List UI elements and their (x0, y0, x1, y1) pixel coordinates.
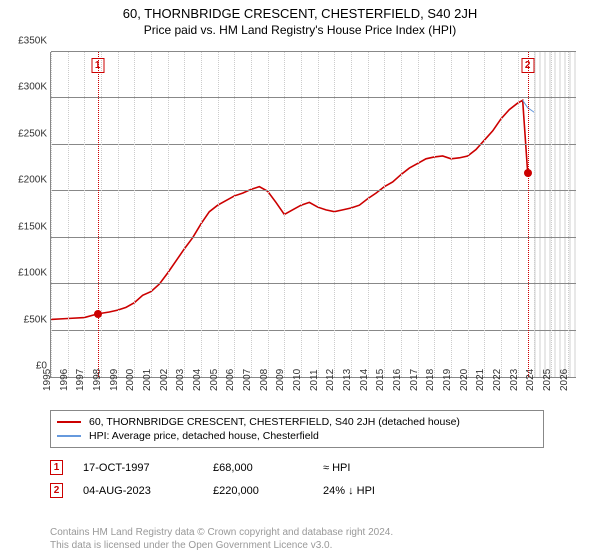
legend-label: HPI: Average price, detached house, Ches… (89, 430, 319, 442)
sale-row: 2 04-AUG-2023 £220,000 24% ↓ HPI (50, 479, 403, 502)
chart-legend: 60, THORNBRIDGE CRESCENT, CHESTERFIELD, … (50, 410, 544, 448)
footnote-line: Contains HM Land Registry data © Crown c… (50, 526, 393, 539)
legend-item: HPI: Average price, detached house, Ches… (57, 429, 537, 443)
sales-table: 1 17-OCT-1997 £68,000 ≈ HPI 2 04-AUG-202… (50, 456, 403, 502)
page-subtitle: Price paid vs. HM Land Registry's House … (0, 21, 600, 41)
sale-index-box: 2 (50, 483, 63, 498)
sale-date: 17-OCT-1997 (83, 462, 193, 474)
sale-row: 1 17-OCT-1997 £68,000 ≈ HPI (50, 456, 403, 479)
sale-index-box: 1 (50, 460, 63, 475)
sale-diff: ≈ HPI (323, 462, 403, 474)
legend-item: 60, THORNBRIDGE CRESCENT, CHESTERFIELD, … (57, 415, 537, 429)
price-chart: £0£50K£100K£150K£200K£250K£300K£350K1995… (50, 52, 576, 378)
legend-swatch (57, 435, 81, 437)
footnote-line: This data is licensed under the Open Gov… (50, 539, 393, 552)
legend-label: 60, THORNBRIDGE CRESCENT, CHESTERFIELD, … (89, 416, 460, 428)
sale-date: 04-AUG-2023 (83, 485, 193, 497)
footnote: Contains HM Land Registry data © Crown c… (50, 526, 393, 552)
page-title: 60, THORNBRIDGE CRESCENT, CHESTERFIELD, … (0, 0, 600, 21)
chart-lines (51, 52, 576, 377)
legend-swatch (57, 421, 81, 423)
sale-price: £68,000 (213, 462, 303, 474)
sale-price: £220,000 (213, 485, 303, 497)
sale-diff: 24% ↓ HPI (323, 485, 403, 497)
